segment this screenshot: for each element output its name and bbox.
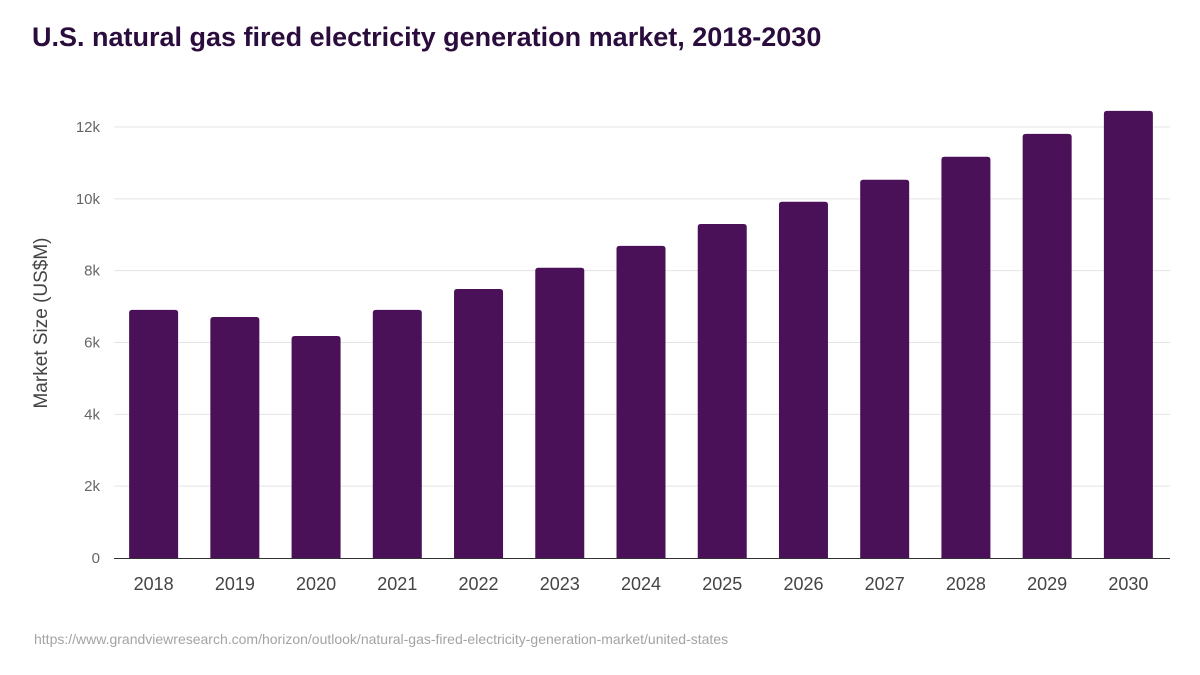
bar-2018: [129, 309, 179, 558]
x-tick-label: 2029: [1027, 574, 1067, 594]
x-tick-label: 2027: [865, 574, 905, 594]
bar-2020: [291, 336, 341, 558]
x-tick-label: 2030: [1108, 574, 1148, 594]
bar-2028: [941, 156, 991, 558]
x-tick-label: 2019: [215, 574, 255, 594]
x-tick-label: 2028: [946, 574, 986, 594]
x-tick-label: 2025: [702, 574, 742, 594]
y-tick-label: 6k: [84, 335, 100, 352]
chart-title: U.S. natural gas fired electricity gener…: [32, 22, 822, 52]
bar-2027: [860, 179, 910, 559]
y-tick-label: 12k: [76, 119, 101, 136]
x-tick-label: 2020: [296, 574, 336, 594]
bar-2019: [210, 316, 260, 558]
x-tick-label: 2023: [540, 574, 580, 594]
y-tick-label: 10k: [76, 191, 101, 208]
x-tick-label: 2018: [134, 574, 174, 594]
bar-2024: [616, 245, 666, 559]
y-tick-label: 0: [92, 550, 100, 567]
source-url[interactable]: https://www.grandviewresearch.com/horizo…: [34, 631, 729, 647]
y-tick-label: 8k: [84, 263, 100, 280]
bar-2026: [778, 201, 828, 558]
bar-2023: [535, 267, 585, 558]
x-tick-label: 2026: [783, 574, 823, 594]
x-tick-label: 2024: [621, 574, 661, 594]
x-tick-label: 2022: [459, 574, 499, 594]
y-tick-label: 4k: [84, 406, 100, 423]
y-axis-label: Market Size (US$M): [31, 237, 52, 408]
bar-2029: [1022, 133, 1072, 559]
bar-2025: [697, 223, 747, 558]
x-tick-label: 2021: [377, 574, 417, 594]
y-tick-label: 2k: [84, 478, 100, 495]
bar-2030: [1103, 110, 1153, 559]
bar-2021: [372, 309, 422, 558]
bar-2022: [454, 288, 504, 558]
